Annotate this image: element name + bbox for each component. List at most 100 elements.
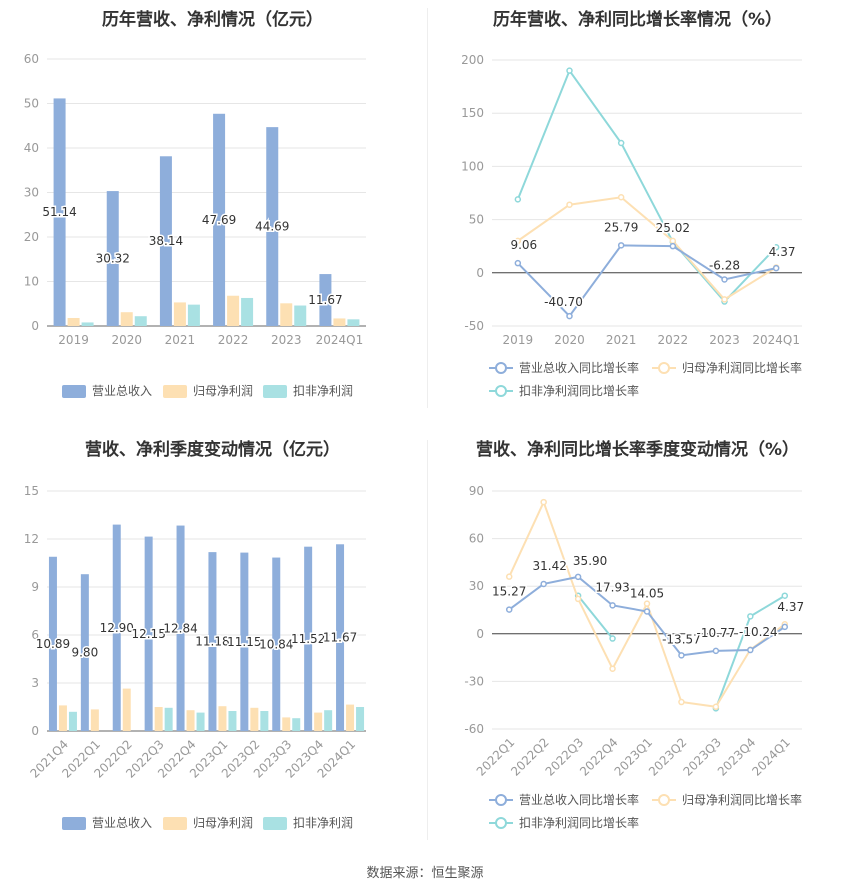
y-tick-label: 50 [469, 213, 484, 227]
y-tick-label: 12 [24, 532, 39, 546]
x-tick-label: 2021 [606, 333, 637, 347]
legend-label: 归母净利润同比增长率 [682, 792, 802, 807]
bar [324, 710, 333, 731]
bar [67, 317, 80, 326]
annual-bar-chart: 0 10 20 30 40 50 60 51.14 2019 30.32 2020 38.14 2021… [24, 52, 366, 398]
bar [90, 709, 99, 731]
x-tick-label: 2022 [658, 333, 689, 347]
bar [186, 710, 195, 731]
data-label: 35.90 [573, 554, 607, 568]
data-point [712, 703, 720, 711]
bar [250, 707, 259, 731]
quarterly-growth-panel: 营收、净利同比增长率季度变动情况（%） -60 -30 0 30 60 90 2022Q1 2… [425, 425, 850, 855]
data-label: 11.52 [291, 632, 325, 646]
bar [81, 322, 94, 326]
bar [164, 707, 173, 731]
data-label: 9.80 [71, 646, 98, 660]
bar [272, 557, 281, 731]
bar [144, 536, 153, 731]
data-label: 11.18 [195, 635, 229, 649]
data-label: -13.57 [662, 632, 701, 646]
data-point [712, 647, 720, 655]
x-tick-label: 2019 [58, 333, 89, 347]
series-line [516, 68, 777, 304]
data-point [781, 623, 789, 631]
data-label: 17.93 [595, 580, 629, 594]
bar [240, 552, 249, 731]
y-tick-label: 200 [461, 53, 484, 67]
data-label: 38.14 [149, 234, 183, 248]
y-tick-label: 100 [461, 159, 484, 173]
bar [333, 318, 346, 326]
data-label: 44.69 [255, 220, 289, 234]
legend-marker [495, 794, 507, 806]
legend-marker [658, 794, 670, 806]
data-point [514, 196, 522, 203]
data-point [617, 194, 625, 201]
bar [218, 706, 227, 731]
data-point [514, 259, 522, 267]
x-tick-label: 2023 [709, 333, 740, 347]
y-tick-label: 0 [31, 319, 39, 333]
x-tick-label: 2022 [218, 333, 249, 347]
x-tick-label: 2019 [503, 333, 534, 347]
x-tick-label: 2024Q1 [752, 333, 800, 347]
chart-title: 营收、净利季度变动情况（亿元） [85, 440, 340, 460]
y-tick-label: 0 [31, 724, 39, 738]
data-label: 31.42 [532, 559, 566, 573]
data-point [781, 592, 789, 599]
y-tick-label: 30 [469, 579, 484, 593]
series-line [577, 595, 614, 640]
y-tick-label: 15 [24, 484, 39, 498]
series-line [517, 244, 777, 318]
y-tick-label: 10 [24, 275, 39, 289]
bar [173, 302, 186, 326]
bar [228, 711, 237, 731]
x-tick-label: 2021 [165, 333, 196, 347]
y-tick-label: -50 [464, 319, 484, 333]
y-tick-label: 20 [24, 230, 39, 244]
data-point [617, 242, 625, 249]
data-label: 47.69 [202, 213, 236, 227]
y-tick-label: 60 [24, 52, 39, 66]
data-point [514, 237, 522, 245]
data-source: 数据来源：恒生聚源 [366, 866, 484, 881]
data-label: 51.14 [42, 205, 76, 219]
data-point [669, 242, 677, 250]
data-point [721, 296, 728, 303]
chart-title: 历年营收、净利同比增长率情况（%） [492, 10, 783, 30]
data-point [566, 67, 573, 74]
annual-growth-panel: 历年营收、净利同比增长率情况（%） -50 0 50 100 150 200 2019 202… [425, 0, 850, 420]
bar [53, 98, 66, 326]
data-point [747, 613, 754, 620]
bar [58, 705, 67, 731]
data-label: 12.15 [131, 627, 165, 641]
legend-label: 营业总收入同比增长率 [519, 792, 639, 807]
data-label: 4.37 [769, 245, 796, 259]
data-label: 12.84 [163, 621, 197, 635]
legend-label: 扣非净利润同比增长率 [519, 383, 639, 398]
data-point [566, 201, 573, 208]
x-tick-label: 2023 [271, 333, 302, 347]
data-point [540, 498, 547, 506]
data-label: 11.67 [308, 293, 342, 307]
y-tick-label: 0 [476, 627, 484, 641]
y-tick-label: 50 [24, 97, 39, 111]
data-point [617, 139, 625, 147]
data-point [643, 608, 651, 615]
bar [304, 546, 313, 731]
legend-label: 归母净利润 [193, 816, 253, 830]
bar [260, 711, 269, 731]
bar [187, 304, 200, 326]
bar [292, 718, 301, 731]
legend-label: 扣非净利润 [293, 816, 353, 830]
data-point [609, 635, 616, 642]
data-point [574, 595, 582, 603]
data-point [609, 665, 616, 672]
chart-title: 历年营收、净利情况（亿元） [102, 10, 323, 30]
data-label: 25.02 [656, 221, 690, 235]
legend-label: 营业总收入 [92, 816, 152, 830]
data-label: -10.77 [697, 626, 736, 640]
data-point [566, 312, 573, 320]
annual-line-chart: -50 0 50 100 150 200 2019 2020 2021 2022 2023 2024Q… [461, 53, 802, 398]
